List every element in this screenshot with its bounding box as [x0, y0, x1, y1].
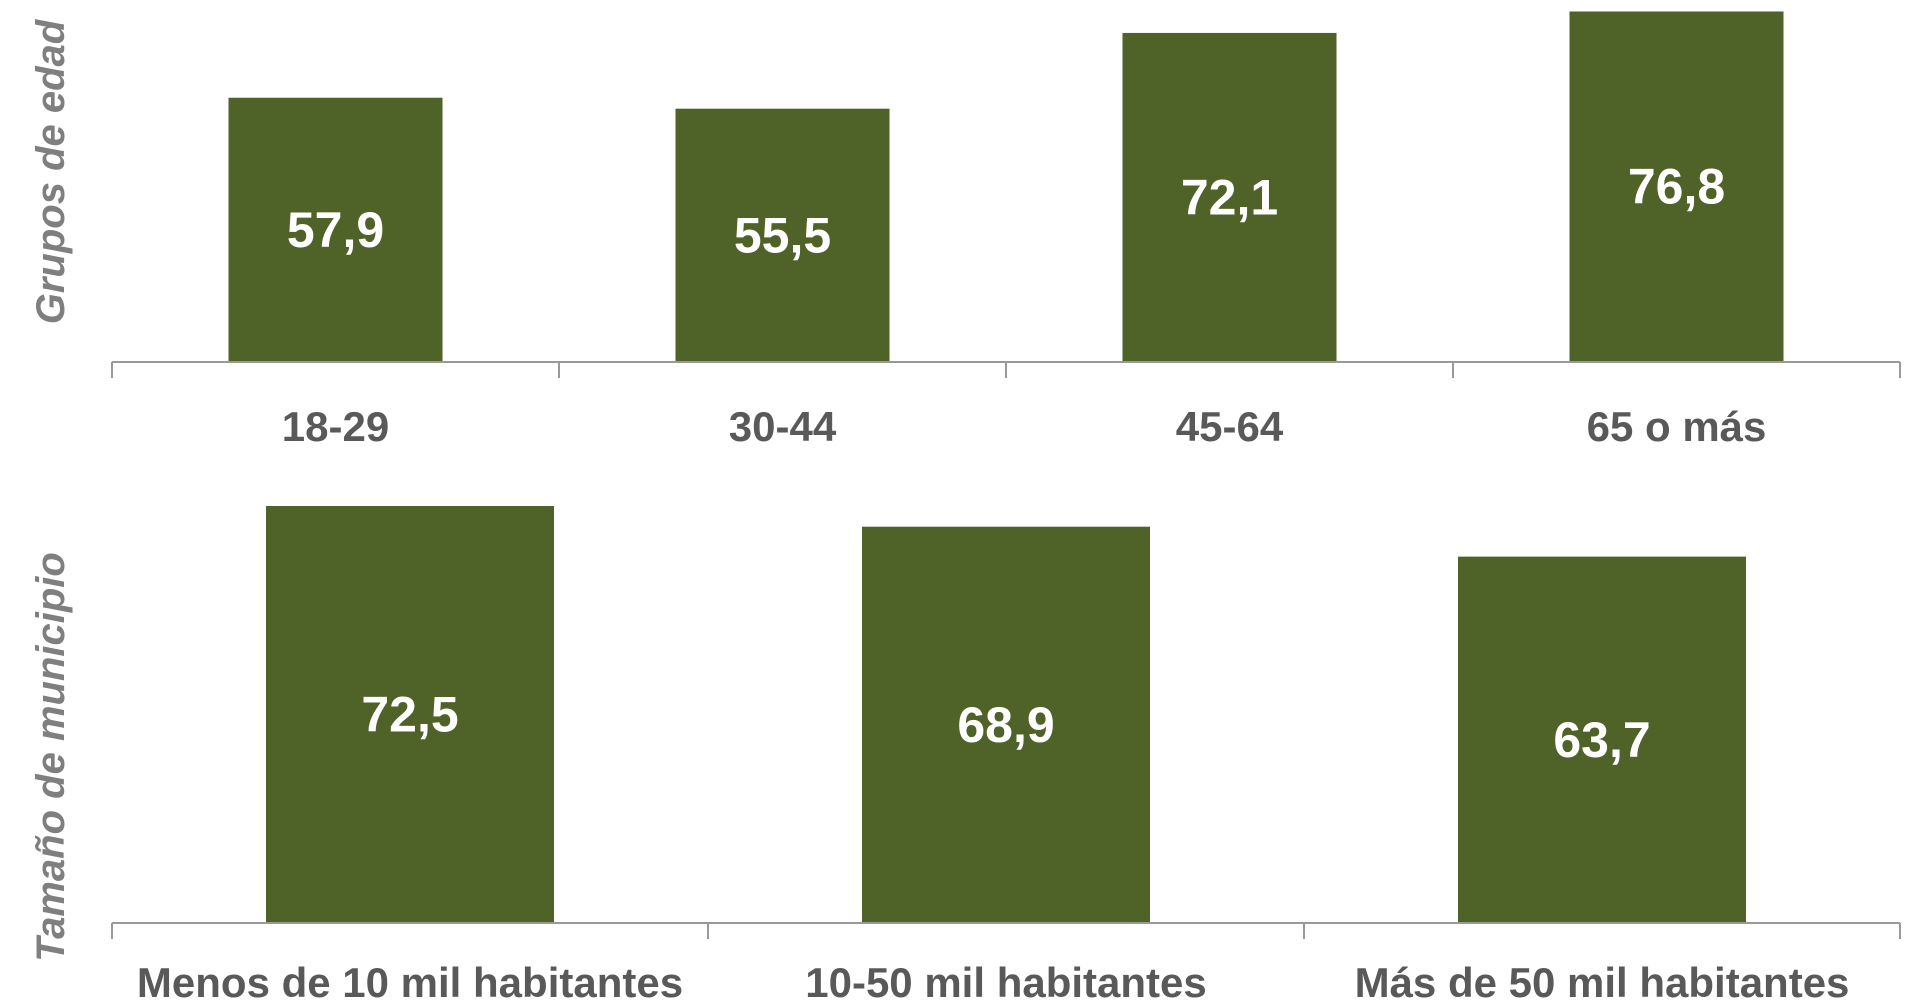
bar-65-o-mas: [1569, 11, 1784, 362]
age-group-x-axis: [111, 361, 1901, 378]
age-group-axis-title: Grupos de edad: [29, 18, 73, 324]
age-group-panel: Grupos de edad 57,9 55,5 72,1 76,8 18-29 30-…: [29, 11, 1901, 450]
bar-18-29: [228, 97, 443, 362]
tick-label-45-64: 45-64: [1176, 403, 1284, 450]
data-label-45-64: 72,1: [1181, 169, 1278, 225]
tick-label-menos-de-10-mil-habitantes: Menos de 10 mil habitantes: [137, 959, 683, 1006]
municipality-size-bars: [266, 506, 1746, 923]
municipality-size-x-axis: [111, 922, 1901, 939]
age-group-data-labels: 57,9 55,5 72,1 76,8: [287, 159, 1725, 264]
tick-label-65-o-mas: 65 o más: [1587, 403, 1767, 450]
age-group-tick-labels: 18-29 30-44 45-64 65 o más: [282, 403, 1767, 450]
tick-label-30-44: 30-44: [729, 403, 837, 450]
bar-menos-de-10-mil-habitantes: [266, 506, 554, 923]
data-label-65-o-mas: 76,8: [1628, 159, 1725, 215]
age-group-bars: [228, 11, 1784, 363]
municipality-size-data-labels: 72,5 68,9 63,7: [361, 687, 1650, 768]
tick-label-mas-de-50-mil-habitantes: Más de 50 mil habitantes: [1355, 959, 1850, 1006]
bar-mas-de-50-mil-habitantes: [1458, 556, 1746, 923]
municipality-size-tick-labels: Menos de 10 mil habitantes 10-50 mil habi…: [137, 959, 1850, 1006]
bar-30-44: [675, 108, 890, 362]
municipality-size-panel: Tamaño de municipio 72,5 68,9 63,7 Menos d…: [29, 506, 1901, 1006]
data-label-menos-de-10-mil-habitantes: 72,5: [361, 687, 458, 743]
tick-label-18-29: 18-29: [282, 403, 389, 450]
data-label-30-44: 55,5: [734, 207, 831, 263]
municipality-size-axis-title: Tamaño de municipio: [29, 552, 73, 962]
data-label-mas-de-50-mil-habitantes: 63,7: [1553, 712, 1650, 768]
data-label-10-50-mil-habitantes: 68,9: [957, 697, 1054, 753]
data-label-18-29: 57,9: [287, 202, 384, 258]
tick-label-10-50-mil-habitantes: 10-50 mil habitantes: [805, 959, 1206, 1006]
bar-10-50-mil-habitantes: [862, 526, 1150, 923]
bar-45-64: [1122, 32, 1337, 363]
